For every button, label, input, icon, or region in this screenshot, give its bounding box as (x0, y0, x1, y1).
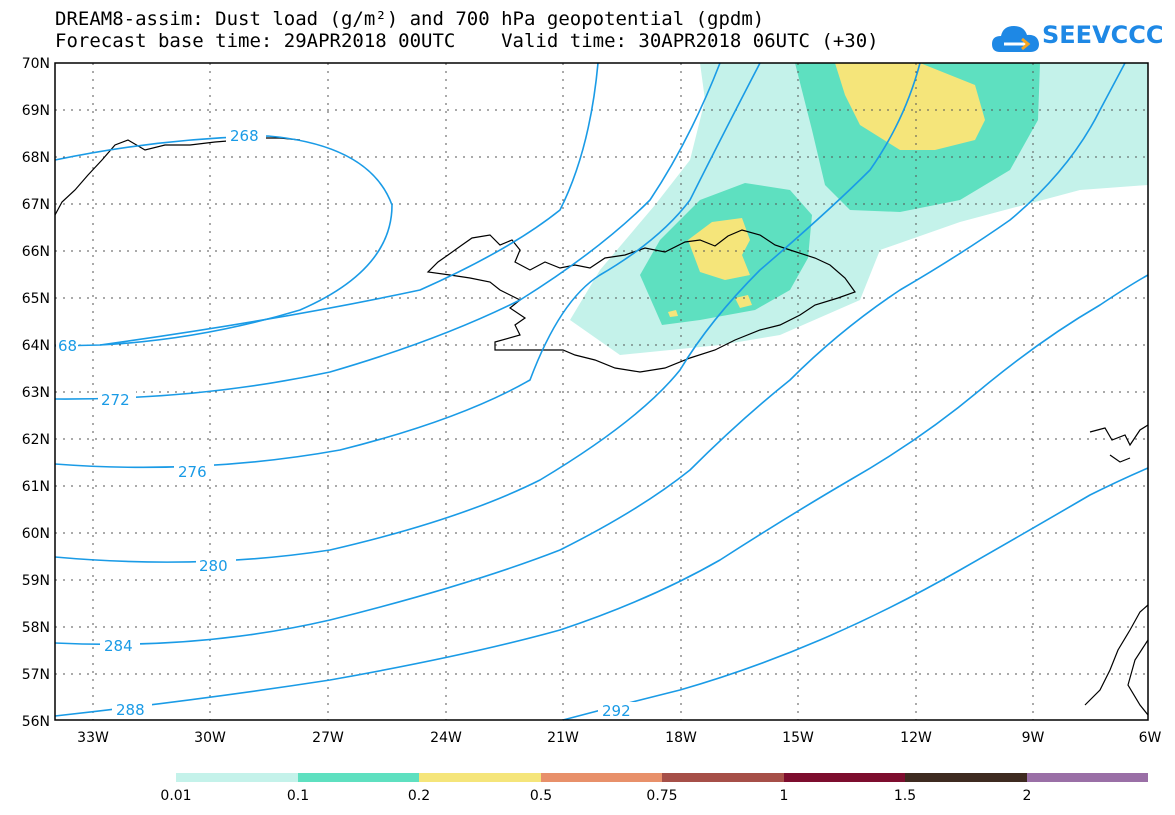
colorbar-label: 0.1 (287, 788, 309, 804)
lat-label: 63N (22, 385, 50, 401)
map-frame (54, 62, 1149, 721)
colorbar-label: 0.2 (408, 788, 430, 804)
contour-label: 292 (602, 702, 631, 720)
contour-label: 288 (116, 701, 145, 719)
colorbar-label: 0.01 (160, 788, 191, 804)
lat-label: 57N (22, 667, 50, 683)
colorbar-swatch (298, 773, 419, 782)
colorbar-swatch (905, 773, 1027, 782)
colorbar-swatch (1027, 773, 1148, 782)
geopotential-contours (54, 62, 1149, 721)
contour-label: 284 (104, 637, 133, 655)
lon-label: 24W (430, 730, 462, 746)
dust-area-high-speck2 (668, 310, 678, 317)
contour-280 (54, 62, 921, 563)
contour-labels: 268 68 272 276 280 284 288 292 (56, 127, 638, 720)
colorbar-swatch (662, 773, 784, 782)
contour-label: 268 (230, 127, 259, 145)
dust-shading (570, 63, 1148, 355)
lat-label: 62N (22, 432, 50, 448)
contour-label: 68 (58, 337, 77, 355)
lon-label: 9W (1022, 730, 1045, 746)
dust-area-high-speck (735, 295, 752, 308)
lon-label: 27W (312, 730, 344, 746)
contour-284 (54, 62, 1126, 646)
faroe-coast (1089, 424, 1149, 463)
lat-label: 61N (22, 479, 50, 495)
contour-292 (562, 467, 1149, 721)
lat-label: 66N (22, 244, 50, 260)
contour-276 (54, 62, 761, 469)
lat-label: 68N (22, 150, 50, 166)
cloud-icon (992, 26, 1039, 52)
map-title: DREAM8-assim: Dust load (g/m²) and 700 h… (55, 8, 765, 30)
lon-label: 30W (194, 730, 226, 746)
contour-268 (54, 135, 393, 347)
colorbar-label: 0.75 (646, 788, 677, 804)
iceland-coast (426, 229, 856, 373)
lat-axis: 70N 69N 68N 67N 66N 65N 64N 63N 62N 61N … (22, 56, 50, 730)
lon-label: 15W (782, 730, 814, 746)
logo-text: SEEVCCC (1042, 21, 1164, 49)
lat-label: 69N (22, 103, 50, 119)
greenland-coast (54, 137, 301, 216)
lon-label: 6W (1139, 730, 1162, 746)
lon-axis: 33W 30W 27W 24W 21W 18W 15W 12W 9W 6W (77, 730, 1161, 746)
contour-label: 272 (101, 391, 130, 409)
lon-label: 33W (77, 730, 109, 746)
lat-label: 65N (22, 291, 50, 307)
colorbar-label: 1.5 (894, 788, 916, 804)
contour-272 (54, 62, 721, 400)
coastlines (54, 137, 1149, 716)
contour-label: 280 (199, 557, 228, 575)
scotland-coast (1084, 604, 1149, 716)
seevccc-logo: SEEVCCC (990, 18, 1170, 62)
lon-label: 21W (547, 730, 579, 746)
lat-label: 70N (22, 56, 50, 72)
lon-label: 12W (900, 730, 932, 746)
colorbar-swatch (419, 773, 541, 782)
colorbar-swatch (784, 773, 905, 782)
lat-label: 67N (22, 197, 50, 213)
lat-label: 64N (22, 338, 50, 354)
dust-area-high-north (835, 63, 985, 150)
colorbar-label: 0.5 (530, 788, 552, 804)
lat-label: 58N (22, 620, 50, 636)
map-subtitle: Forecast base time: 29APR2018 00UTC Vali… (55, 30, 879, 52)
colorbar-label: 2 (1023, 788, 1032, 804)
contour-upper1 (99, 62, 599, 346)
lon-label: 18W (665, 730, 697, 746)
colorbar-swatch (541, 773, 662, 782)
lat-label: 60N (22, 526, 50, 542)
colorbar-label: 1 (780, 788, 789, 804)
colorbar: 0.01 0.1 0.2 0.5 0.75 1 1.5 2 (160, 773, 1148, 804)
lat-label: 59N (22, 573, 50, 589)
colorbar-swatch (176, 773, 298, 782)
lat-label: 56N (22, 714, 50, 730)
contour-288 (54, 274, 1149, 717)
contour-label: 276 (178, 463, 207, 481)
